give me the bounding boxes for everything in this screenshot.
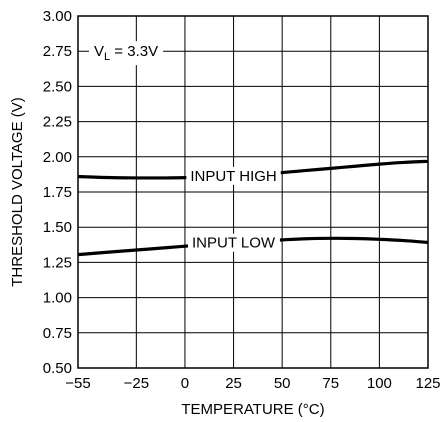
y-tick-label: 0.50 [43, 360, 72, 377]
y-tick-label: 3.00 [43, 8, 72, 25]
x-tick-label: 100 [367, 375, 392, 392]
series-annotations: INPUT HIGH INPUT LOW [186, 166, 281, 252]
x-tick-label: 0 [181, 375, 189, 392]
x-tick-label: −25 [124, 375, 149, 392]
x-axis-label: TEMPERATURE (°C) [181, 401, 324, 418]
x-tick-label: 25 [225, 375, 242, 392]
y-tick-label: 1.50 [43, 219, 72, 236]
x-tick-label: 75 [322, 375, 339, 392]
y-tick-label: 2.25 [43, 114, 72, 131]
grid [77, 15, 429, 369]
condition-label: VL = 3.3V [89, 41, 164, 66]
y-tick-label: 1.00 [43, 290, 72, 307]
annotation-background [186, 166, 281, 185]
vl-condition-subscript: L [104, 51, 110, 63]
vl-condition-value: = 3.3V [110, 43, 158, 60]
x-tick-label: −55 [65, 375, 90, 392]
vl-condition-label: VL = 3.3V [94, 43, 158, 63]
annotation-label: INPUT HIGH [190, 168, 276, 185]
x-tick-label: 125 [415, 375, 440, 392]
plot-frame [77, 15, 429, 369]
series-annotation: INPUT LOW [188, 233, 280, 252]
y-axis-label: THRESHOLD VOLTAGE (V) [9, 97, 26, 286]
annotation-background [188, 233, 280, 252]
y-tick-label: 2.75 [43, 43, 72, 60]
y-tick-label: 2.00 [43, 149, 72, 166]
annotation-label: INPUT LOW [192, 235, 276, 252]
vl-condition-main: V [94, 43, 104, 60]
series-annotation: INPUT HIGH [186, 166, 281, 185]
y-tick-label: 1.75 [43, 184, 72, 201]
y-tick-label: 0.75 [43, 325, 72, 342]
y-tick-label: 2.50 [43, 78, 72, 95]
tick-labels: −55 −25 0 25 50 75 100 125 0.50 0.75 1.00 1.25 1.50 1… [43, 8, 441, 392]
x-tick-label: 50 [274, 375, 291, 392]
y-tick-label: 1.25 [43, 254, 72, 271]
